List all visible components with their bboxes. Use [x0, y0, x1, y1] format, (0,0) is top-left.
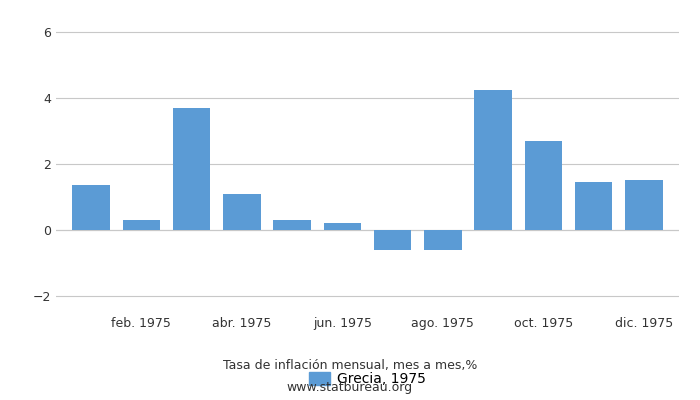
Bar	[575, 182, 612, 230]
Bar	[323, 223, 361, 230]
Bar	[424, 230, 462, 250]
Bar	[273, 220, 311, 230]
Bar	[524, 141, 562, 230]
Bar	[223, 194, 260, 230]
Legend: Grecia, 1975: Grecia, 1975	[309, 372, 426, 386]
Bar	[72, 185, 110, 230]
Bar	[173, 108, 211, 230]
Text: Tasa de inflación mensual, mes a mes,%: Tasa de inflación mensual, mes a mes,%	[223, 360, 477, 372]
Text: www.statbureau.org: www.statbureau.org	[287, 382, 413, 394]
Bar	[625, 180, 663, 230]
Bar	[475, 90, 512, 230]
Bar	[122, 220, 160, 230]
Bar	[374, 230, 412, 250]
